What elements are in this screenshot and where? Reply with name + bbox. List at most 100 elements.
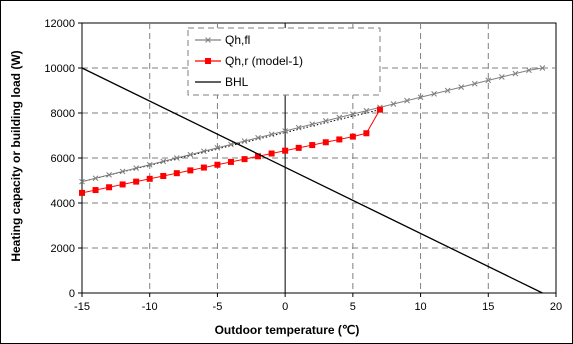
data-point-0-stroke	[539, 65, 546, 71]
y-axis-title: Heating capacity or building load (W)	[9, 50, 23, 261]
data-point-0-stroke	[268, 131, 275, 138]
data-point-1	[376, 106, 383, 113]
data-point-0	[79, 178, 85, 185]
data-point-1	[268, 150, 275, 157]
data-point-0	[539, 65, 546, 71]
data-point-0-stroke	[160, 158, 167, 165]
data-point-1	[322, 139, 329, 146]
data-point-0	[228, 141, 234, 148]
data-point-1	[106, 184, 113, 191]
data-point-0	[458, 84, 465, 90]
data-point-0-stroke	[92, 175, 99, 182]
y-tick-label: 0	[69, 288, 75, 300]
legend-marker-1	[205, 58, 211, 64]
x-tick-label: 10	[414, 301, 426, 313]
data-point-0-stroke	[350, 111, 356, 117]
data-point-0-stroke	[498, 74, 505, 80]
data-point-0	[404, 97, 410, 104]
data-point-1	[241, 156, 248, 163]
data-point-0-stroke	[119, 168, 126, 175]
data-point-0	[336, 114, 343, 121]
data-point-0	[201, 148, 207, 155]
data-point-0-stroke	[390, 101, 397, 107]
data-point-0	[173, 155, 180, 161]
data-point-0-stroke	[214, 145, 221, 151]
x-tick-label: -15	[74, 301, 90, 313]
x-tick-label: 15	[482, 301, 494, 313]
data-point-1	[200, 164, 207, 171]
data-point-0-stroke	[458, 84, 465, 90]
data-point-1	[173, 170, 180, 177]
data-point-0	[322, 118, 329, 124]
data-point-0-stroke	[187, 151, 194, 158]
tick-labels: 0 2000 4000 6000 8000 10000 12000 -15 -10 -5 0 5 10 1…	[44, 18, 562, 313]
legend-entry-1: Qh,r (model-1)	[225, 54, 303, 68]
data-point-0-stroke	[79, 178, 85, 185]
data-point-0-stroke	[146, 161, 153, 168]
data-point-0-stroke	[133, 165, 140, 171]
data-point-0-stroke	[336, 114, 343, 121]
data-point-0-stroke	[431, 91, 437, 97]
legend-marker-0-stroke	[205, 37, 211, 43]
series-layer	[79, 65, 546, 294]
data-point-0	[498, 74, 505, 80]
data-point-0	[485, 77, 492, 84]
data-point-0-stroke	[485, 77, 492, 84]
data-point-0	[512, 70, 519, 77]
data-point-0-stroke	[322, 118, 329, 124]
legend: Qh,fl Qh,r (model-1) BHL	[187, 27, 381, 96]
data-point-0	[526, 67, 532, 74]
data-point-0	[133, 165, 140, 171]
data-point-1	[336, 136, 343, 143]
data-point-1	[146, 175, 153, 182]
data-point-0-stroke	[512, 70, 519, 77]
data-point-1	[160, 173, 167, 179]
data-point-0	[295, 124, 302, 131]
y-tick-label: 6000	[51, 153, 75, 165]
data-point-0	[92, 175, 99, 182]
data-point-0-stroke	[255, 134, 261, 141]
data-point-0	[268, 131, 275, 138]
legend-marker-0	[205, 37, 211, 43]
data-point-0	[282, 128, 288, 134]
data-point-1	[92, 187, 99, 194]
data-point-1	[214, 161, 221, 168]
y-tick-label: 4000	[51, 198, 75, 210]
data-point-0	[255, 134, 261, 141]
data-point-1	[119, 181, 126, 188]
data-point-1	[282, 147, 289, 154]
data-point-0	[444, 87, 451, 94]
data-point-0-stroke	[201, 148, 207, 155]
data-point-0	[309, 121, 316, 128]
data-point-0	[431, 91, 437, 97]
data-point-0-stroke	[363, 107, 370, 114]
legend-entry-2: BHL	[225, 75, 249, 89]
x-tick-label: 5	[350, 301, 356, 313]
data-point-0-stroke	[241, 138, 248, 144]
data-point-1	[79, 189, 85, 196]
data-point-0	[363, 107, 370, 114]
data-point-0	[160, 158, 167, 165]
data-point-1	[227, 158, 234, 165]
data-point-0-stroke	[526, 67, 532, 74]
data-point-0-stroke	[295, 124, 302, 131]
x-axis-title: Outdoor temperature (℃)	[215, 323, 360, 337]
x-tick-label: 0	[282, 301, 288, 313]
data-point-0	[471, 80, 478, 87]
data-point-0-stroke	[282, 128, 288, 134]
data-point-0-stroke	[228, 141, 234, 148]
data-point-0	[146, 161, 153, 168]
data-point-1	[187, 167, 194, 174]
y-tick-label: 12000	[44, 18, 75, 30]
data-point-1	[295, 144, 302, 151]
y-tick-label: 10000	[44, 63, 75, 75]
y-tick-label: 8000	[51, 108, 75, 120]
data-point-0-stroke	[309, 121, 316, 128]
x-tick-label: -10	[142, 301, 158, 313]
legend-entry-0: Qh,fl	[225, 33, 250, 47]
data-point-0	[187, 151, 194, 158]
data-point-1	[349, 133, 356, 140]
y-tick-label: 2000	[51, 243, 75, 255]
